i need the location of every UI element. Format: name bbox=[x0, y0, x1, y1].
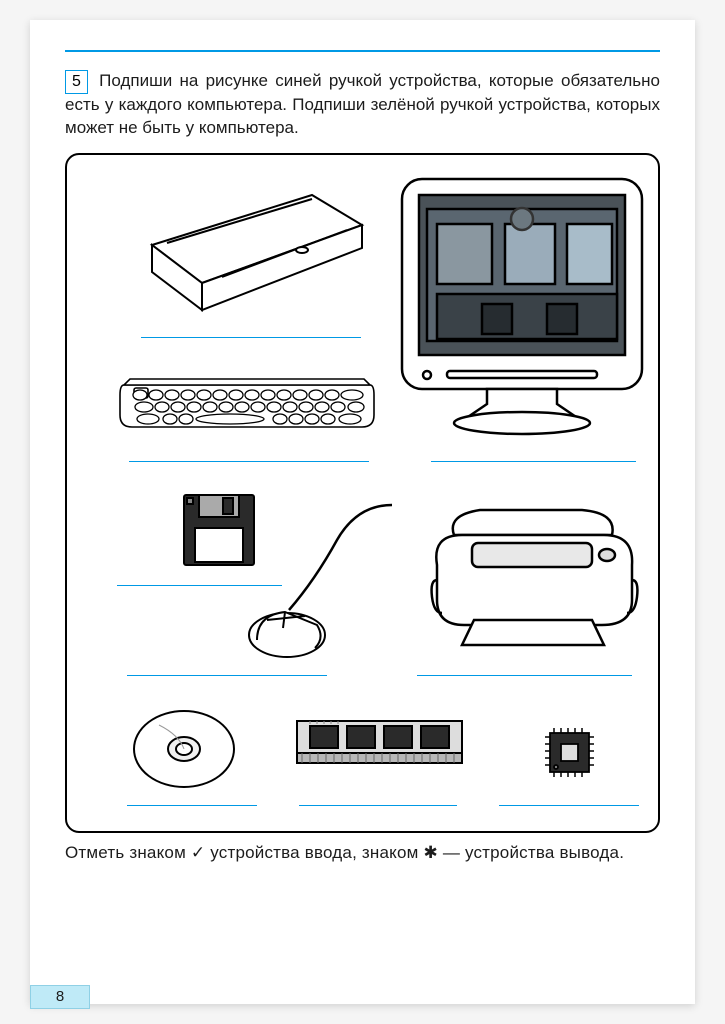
answer-line-floppy-line bbox=[117, 585, 282, 586]
printer-icon bbox=[422, 495, 647, 660]
answer-line-printer-line bbox=[417, 675, 632, 676]
answer-line-ram-line bbox=[299, 805, 457, 806]
monitor-icon bbox=[387, 169, 662, 439]
keyboard-icon bbox=[112, 365, 382, 445]
task-number-box: 5 bbox=[65, 70, 88, 94]
answer-line-cpu-line bbox=[499, 805, 639, 806]
exercise-canvas bbox=[65, 153, 660, 833]
cd-icon bbox=[129, 707, 239, 792]
answer-line-drive-line bbox=[141, 337, 361, 338]
cd-drive-icon bbox=[122, 185, 372, 315]
ram-icon bbox=[292, 713, 467, 771]
top-rule bbox=[65, 50, 660, 52]
cpu-chip-icon bbox=[542, 725, 597, 780]
bottom-instruction: Отметь знаком ✓ устройства ввода, знаком… bbox=[65, 843, 660, 863]
task-text: Подпиши на рисунке синей ручкой устройст… bbox=[65, 71, 660, 137]
page-number: 8 bbox=[30, 985, 90, 1009]
page: 5 Подпиши на рисунке синей ручкой устрой… bbox=[30, 20, 695, 1004]
answer-line-cd-line bbox=[127, 805, 257, 806]
answer-line-keyboard-line bbox=[129, 461, 369, 462]
task-paragraph: 5 Подпиши на рисунке синей ручкой устрой… bbox=[65, 70, 660, 139]
answer-line-mouse-line bbox=[127, 675, 327, 676]
answer-line-monitor-line bbox=[431, 461, 636, 462]
